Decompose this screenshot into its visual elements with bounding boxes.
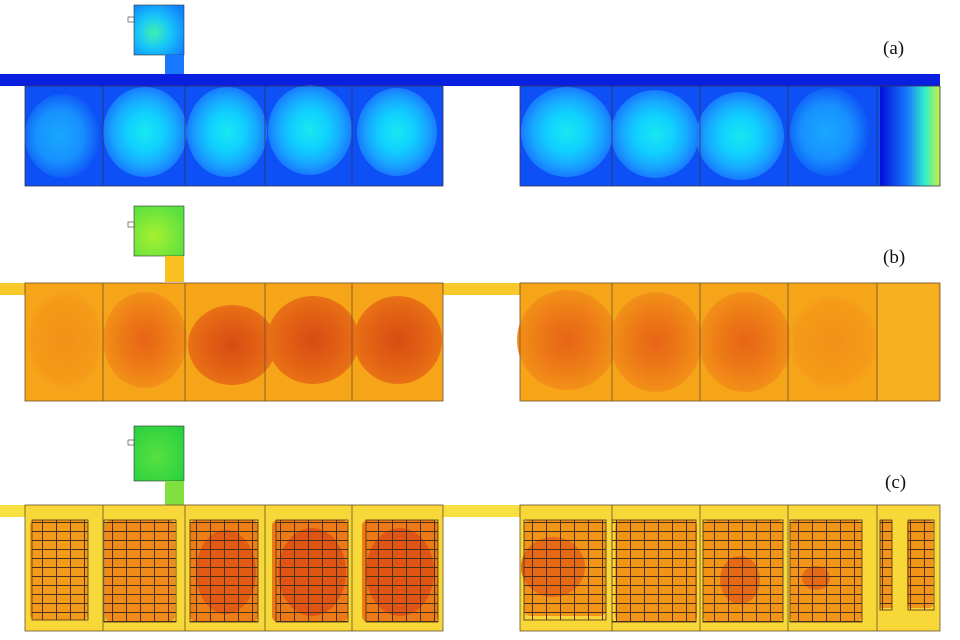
panel-a-left-partitions <box>24 85 444 187</box>
panel-a-inlet-box <box>133 4 185 56</box>
panel-a-label: (a) <box>883 38 904 59</box>
panel-b-inlet-marker <box>127 221 135 228</box>
panel-c-partitions <box>24 504 941 632</box>
panel-b-label: (b) <box>883 247 905 268</box>
panel-a-velocity-field <box>0 4 941 187</box>
panel-b-temperature-field <box>0 205 941 402</box>
panel-a-inlet-marker <box>127 16 135 23</box>
panel-b-left-cells <box>27 292 442 388</box>
panel-b-right-partitions <box>519 282 941 402</box>
panel-b-left-partitions <box>24 282 444 402</box>
panel-a-corridor <box>0 74 940 86</box>
panel-c-rack-grids <box>31 519 935 623</box>
panel-b-right-cells <box>517 284 938 400</box>
panel-b-inlet-box <box>133 205 185 257</box>
panel-c-inlet-box <box>133 425 185 482</box>
panel-c-temperature-racks-field <box>0 425 941 632</box>
panel-c-inlet-marker <box>127 439 135 446</box>
panel-a-right-cells <box>521 86 940 186</box>
panel-c-label: (c) <box>885 472 906 493</box>
panel-a-right-partitions <box>519 85 941 187</box>
panel-b-inlet-duct <box>165 256 184 282</box>
panel-a-left-cells <box>25 85 437 178</box>
panel-a-inlet-duct <box>165 55 184 75</box>
